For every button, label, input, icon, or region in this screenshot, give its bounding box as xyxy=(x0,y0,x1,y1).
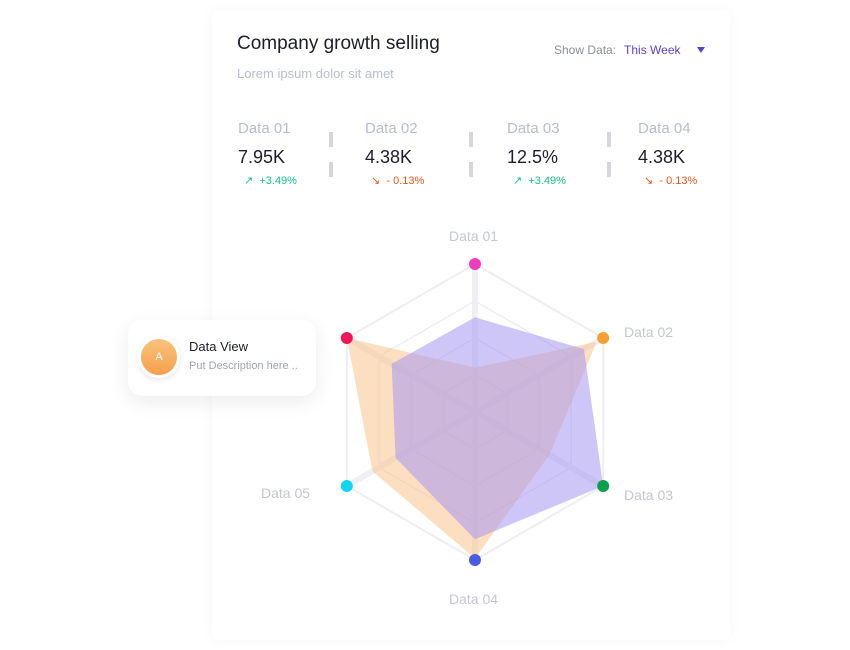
axis-label: Data 05 xyxy=(261,485,311,501)
divider xyxy=(329,162,333,177)
stat-change-value: - 0.13% xyxy=(386,175,425,187)
card-title: Company growth selling xyxy=(237,33,440,54)
arrow-down-icon: ↘ xyxy=(371,175,381,187)
stat-2: Data 02 4.38K ↘ - 0.13% xyxy=(365,120,424,187)
arrow-down-icon: ↘ xyxy=(644,175,654,187)
stat-3: Data 03 12.5% ↗ +3.49% xyxy=(507,120,566,187)
stat-change-value: - 0.13% xyxy=(659,175,698,187)
stat-label: Data 01 xyxy=(238,120,291,137)
stat-change-value: +3.49% xyxy=(528,175,566,187)
axis-point[interactable] xyxy=(597,332,610,344)
divider xyxy=(607,132,611,147)
card-subtitle: Lorem ipsum dolor sit amet xyxy=(237,66,394,81)
show-data-value[interactable]: This Week xyxy=(624,43,681,57)
axis-label: Data 02 xyxy=(624,324,674,340)
stat-label: Data 02 xyxy=(365,120,418,137)
stat-change: ↘ - 0.13% xyxy=(638,174,697,187)
data-view-tooltip: A Data View Put Description here .. xyxy=(128,320,316,396)
axis-point[interactable] xyxy=(340,480,353,492)
stat-value: 12.5% xyxy=(507,147,559,167)
stat-value: 4.38K xyxy=(638,147,686,167)
axis-point[interactable] xyxy=(340,332,353,344)
axis-point[interactable] xyxy=(469,258,481,270)
divider xyxy=(607,162,611,177)
arrow-up-icon: ↗ xyxy=(513,175,523,187)
stat-change: ↘ - 0.13% xyxy=(365,174,424,187)
stat-4: Data 04 4.38K ↘ - 0.13% xyxy=(638,120,697,187)
series-area-2 xyxy=(391,317,604,540)
divider xyxy=(329,132,333,147)
chevron-down-icon[interactable] xyxy=(696,47,705,53)
show-data-dropdown[interactable]: Show Data: This Week xyxy=(554,43,705,57)
avatar: A xyxy=(138,336,180,378)
show-data-label: Show Data: xyxy=(554,43,617,57)
axis-label: Data 03 xyxy=(624,487,674,503)
stat-change: ↗ +3.49% xyxy=(507,174,566,187)
axis-label: Data 04 xyxy=(449,591,499,607)
stat-label: Data 03 xyxy=(507,120,560,137)
axis-point[interactable] xyxy=(469,554,481,566)
tooltip-title: Data View xyxy=(189,339,249,354)
stat-label: Data 04 xyxy=(638,120,691,137)
stat-value: 7.95K xyxy=(238,147,286,167)
axis-point[interactable] xyxy=(597,480,610,492)
tooltip-description: Put Description here .. xyxy=(189,360,298,372)
stat-change-value: +3.49% xyxy=(259,175,297,187)
stat-change: ↗ +3.49% xyxy=(238,174,297,187)
arrow-up-icon: ↗ xyxy=(244,175,254,187)
divider xyxy=(469,162,473,177)
stat-1: Data 01 7.95K ↗ +3.49% xyxy=(238,120,297,187)
axis-label: Data 01 xyxy=(449,228,499,244)
divider xyxy=(469,132,473,147)
stat-value: 4.38K xyxy=(365,147,413,167)
